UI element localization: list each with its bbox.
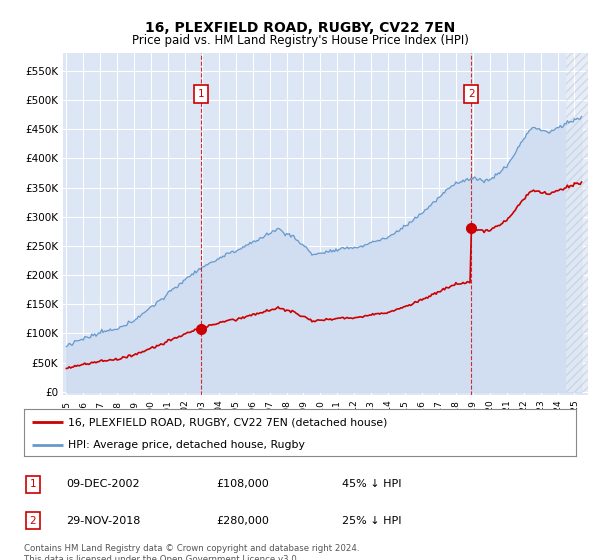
Text: 1: 1 — [197, 89, 204, 99]
Text: £108,000: £108,000 — [216, 479, 269, 489]
Text: 2: 2 — [29, 516, 37, 526]
Text: 1: 1 — [29, 479, 37, 489]
Text: Price paid vs. HM Land Registry's House Price Index (HPI): Price paid vs. HM Land Registry's House … — [131, 34, 469, 46]
Text: 25% ↓ HPI: 25% ↓ HPI — [342, 516, 401, 526]
Text: 45% ↓ HPI: 45% ↓ HPI — [342, 479, 401, 489]
Text: 16, PLEXFIELD ROAD, RUGBY, CV22 7EN: 16, PLEXFIELD ROAD, RUGBY, CV22 7EN — [145, 21, 455, 35]
Text: £280,000: £280,000 — [216, 516, 269, 526]
Text: 09-DEC-2002: 09-DEC-2002 — [66, 479, 140, 489]
Text: Contains HM Land Registry data © Crown copyright and database right 2024.
This d: Contains HM Land Registry data © Crown c… — [24, 544, 359, 560]
Text: HPI: Average price, detached house, Rugby: HPI: Average price, detached house, Rugb… — [68, 440, 305, 450]
Text: 2: 2 — [468, 89, 475, 99]
Text: 16, PLEXFIELD ROAD, RUGBY, CV22 7EN (detached house): 16, PLEXFIELD ROAD, RUGBY, CV22 7EN (det… — [68, 417, 388, 427]
Text: 29-NOV-2018: 29-NOV-2018 — [66, 516, 140, 526]
